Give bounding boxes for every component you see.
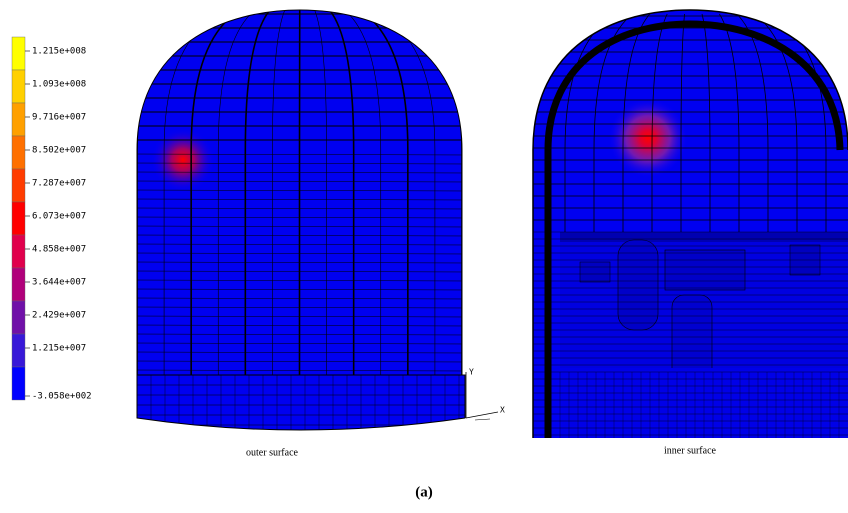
figure: 1.215e+008 1.093e+008 9.716e+007 8.502e+007… [0,0,848,509]
inner-model [533,10,848,440]
outer-model [130,10,470,440]
outer-caption: outer surface [246,447,298,458]
legend-swatch [12,103,25,136]
page: {"legend": {"labels": ["1.215e+008", "1.… [0,0,848,509]
color-legend: 1.215e+008 1.093e+008 9.716e+007 8.502e+007… [12,37,92,402]
x-axis-label: X [500,406,505,415]
legend-label: 3.644e+007 [32,278,86,288]
legend-label: 9.716e+007 [32,113,86,123]
legend-swatch [12,169,25,202]
legend-swatch [12,37,25,70]
legend-swatch [12,334,25,367]
stress-hotspot [151,128,215,192]
legend-label: 8.502e+007 [32,146,86,156]
legend-swatch [12,136,25,169]
legend-label: -3.058e+002 [32,392,92,402]
legend-label: 1.215e+007 [32,344,86,354]
inner-caption: inner surface [664,445,716,456]
legend-swatch [12,268,25,301]
legend-label: 6.073e+007 [32,212,86,222]
z-axis-arrow [475,419,490,420]
legend-swatch [12,301,25,334]
panel-label: (a) [415,484,433,500]
legend-label: 2.429e+007 [32,311,86,321]
legend-swatch [12,70,25,103]
x-axis-arrow [466,412,498,418]
y-axis-label: Y [469,368,474,377]
legend-swatch [12,367,25,400]
legend-label: 1.215e+008 [32,47,86,57]
legend-label: 4.858e+007 [32,245,86,255]
legend-label: 7.287e+007 [32,179,86,189]
legend-label: 1.093e+008 [32,80,86,90]
outer-base [137,375,465,430]
legend-swatch [12,235,25,268]
axis-triad: Y X [466,368,505,421]
legend-swatch [12,202,25,235]
